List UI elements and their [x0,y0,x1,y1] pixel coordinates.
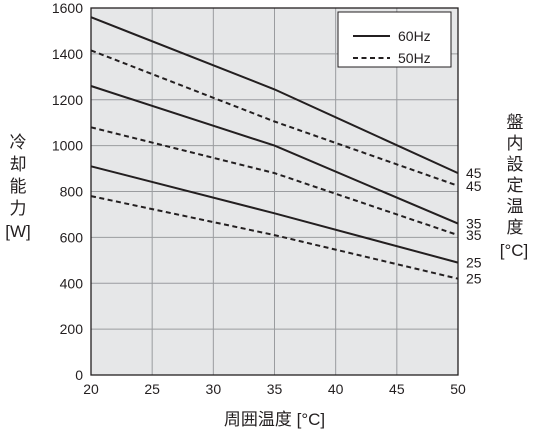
end-label-50Hz-45: 45 [466,178,482,194]
y-tick-label-1400: 1400 [52,46,83,62]
end-label-50Hz-25: 25 [466,271,482,287]
end-label-60Hz-45: 45 [466,165,482,181]
series-line-50Hz-35 [90,126,459,237]
right-axis-title-char: 度 [507,218,524,237]
legend: 60Hz 50Hz [337,11,452,68]
x-tick-label-25: 25 [144,381,160,397]
right-axis-title-char: 設 [507,155,524,174]
x-tick-labels: 20 25 30 35 40 45 50 [83,381,466,397]
y-axis-title-char: 力 [10,199,27,218]
y-axis-title-char: 能 [10,177,27,196]
y-tick-label-0: 0 [75,367,83,383]
right-axis-title-char: 盤 [507,113,524,132]
legend-label-60Hz: 60Hz [398,28,431,44]
series-lines [90,16,459,280]
y-tick-label-1600: 1600 [52,0,83,16]
end-label-60Hz-35: 35 [466,216,482,232]
y-tick-label-400: 400 [60,275,84,291]
x-tick-label-40: 40 [328,381,344,397]
end-label-50Hz-35: 35 [466,227,482,243]
x-tick-label-45: 45 [389,381,405,397]
x-axis-title: 周囲温度 [°C] [224,410,325,429]
y-tick-label-200: 200 [60,321,84,337]
y-axis-title-char: 冷 [10,133,27,152]
y-tick-label-800: 800 [60,184,84,200]
plot-border [90,7,459,376]
series-line-50Hz-45 [90,49,459,187]
y-tick-labels: 0 200 400 600 800 1000 1200 1400 1600 [52,0,83,383]
x-tick-label-20: 20 [83,381,99,397]
legend-label-50Hz: 50Hz [398,50,431,66]
x-tick-label-50: 50 [450,381,466,397]
end-label-60Hz-25: 25 [466,255,482,271]
series-line-60Hz-35 [90,85,459,225]
series-line-50Hz-25 [90,195,459,280]
right-axis-title-char: 温 [507,197,524,216]
y-axis-title-char: 却 [10,155,27,174]
x-tick-label-30: 30 [206,381,222,397]
right-axis-title-char: 定 [507,176,524,195]
y-tick-label-1000: 1000 [52,138,83,154]
right-axis-title-char: 内 [507,134,524,153]
right-axis-title-unit: [°C] [500,241,529,260]
y-axis-title-unit: [W] [5,222,31,241]
y-tick-label-600: 600 [60,229,84,245]
x-tick-label-35: 35 [267,381,283,397]
y-tick-label-1200: 1200 [52,92,83,108]
series-line-60Hz-45 [90,16,459,175]
series-line-60Hz-25 [90,165,459,264]
